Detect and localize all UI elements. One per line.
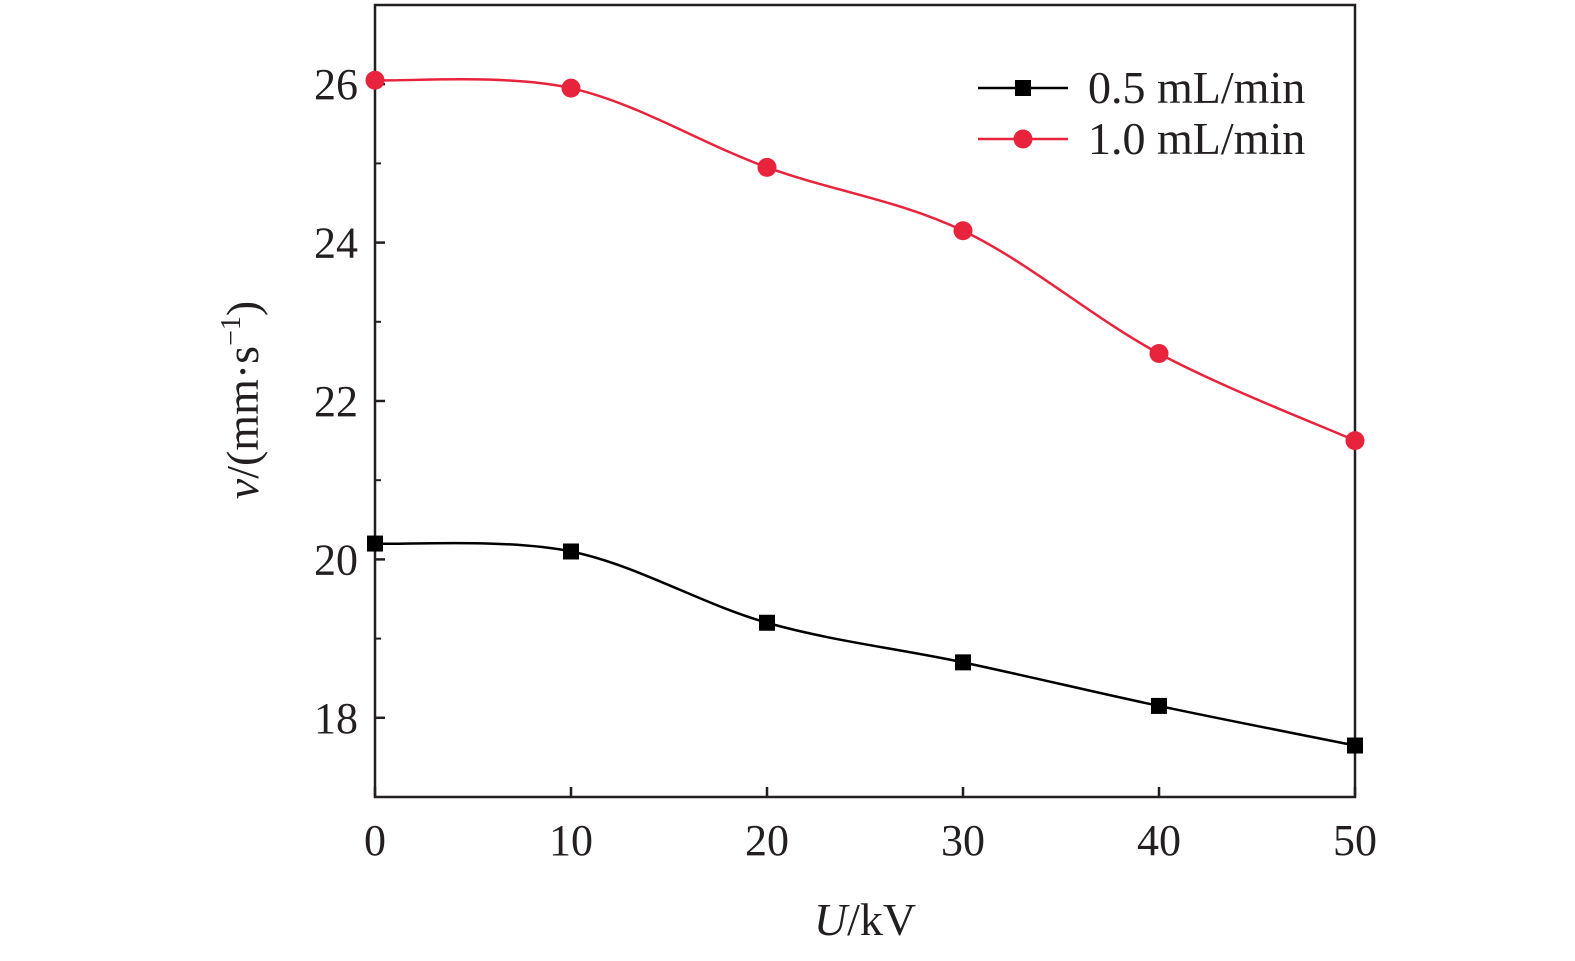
x-axis-unit: /kV (847, 894, 916, 945)
y-ticks: 18 20 22 24 26 (314, 60, 385, 743)
series-1-point (563, 543, 579, 560)
series-1-point (955, 654, 971, 671)
y-tick-label: 26 (314, 60, 358, 109)
legend-item: 1.0 mL/min (978, 113, 1305, 164)
series-1-point (367, 535, 383, 552)
y-axis-exponent: −1 (216, 316, 247, 346)
y-tick-label: 24 (314, 219, 358, 268)
series-1 (367, 535, 1363, 754)
legend-label: 1.0 mL/min (1088, 113, 1305, 164)
x-tick-label: 0 (364, 816, 386, 865)
series-2-point (1345, 431, 1365, 451)
legend-label: 0.5 mL/min (1088, 62, 1305, 113)
y-tick-label: 18 (314, 694, 358, 743)
x-ticks: 0 10 20 30 40 50 (364, 787, 1377, 865)
legend-swatch-marker (1015, 80, 1031, 96)
series-2-point (757, 157, 777, 177)
y-axis-unit: /(mm·s (217, 346, 268, 479)
x-tick-label: 50 (1333, 816, 1377, 865)
y-axis-var: v (217, 478, 268, 499)
legend-item: 0.5 mL/min (978, 62, 1305, 113)
x-tick-label: 20 (745, 816, 789, 865)
series-1-point (1151, 697, 1167, 714)
series-1-point (1347, 737, 1363, 754)
series-layer (365, 70, 1365, 754)
series-1-point (759, 614, 775, 631)
series-2 (365, 70, 1365, 451)
legend-swatch-marker (1013, 129, 1033, 149)
series-2-point (1149, 343, 1169, 363)
x-axis-title: U/kV (814, 894, 916, 945)
x-axis-var: U (814, 894, 850, 945)
x-tick-label: 40 (1137, 816, 1181, 865)
series-2-point (365, 70, 385, 90)
x-tick-label: 30 (941, 816, 985, 865)
series-2-line (374, 78, 1356, 442)
series-2-point (953, 221, 973, 241)
x-tick-label: 10 (549, 816, 593, 865)
series-2-point (561, 78, 581, 98)
series-1-line (374, 541, 1356, 747)
y-tick-label: 22 (314, 377, 358, 426)
y-axis-close: ) (217, 301, 268, 316)
y-axis-title: v/(mm·s−1) (216, 301, 268, 499)
y-tick-label: 20 (314, 535, 358, 584)
